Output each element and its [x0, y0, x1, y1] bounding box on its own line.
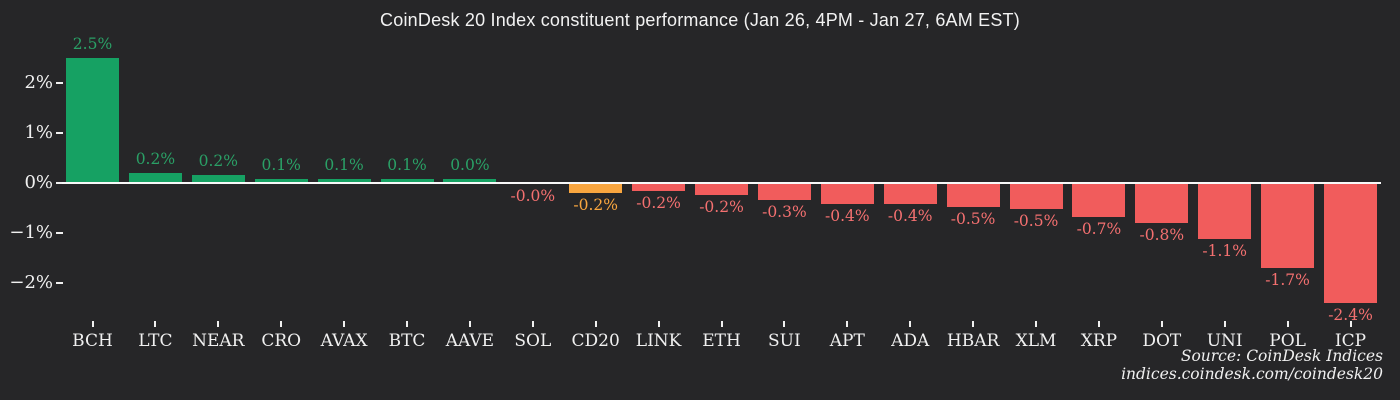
- x-axis-label-ETH: ETH: [702, 331, 741, 351]
- bar-DOT: [1135, 183, 1189, 223]
- x-axis-tick-XRP: [1097, 321, 1100, 327]
- bar-AAVE: [443, 179, 497, 183]
- x-axis-tick-LINK: [657, 321, 660, 327]
- x-axis-label-CD20: CD20: [571, 331, 620, 351]
- source-url: indices.coindesk.com/coindesk20: [1121, 364, 1383, 383]
- bar-value-CRO: 0.1%: [261, 155, 301, 174]
- x-axis-tick-SUI: [783, 321, 786, 327]
- y-axis-label-−1%: −1%: [9, 222, 53, 243]
- bar-value-DOT: -0.8%: [1139, 225, 1185, 244]
- x-axis-label-ADA: ADA: [891, 331, 930, 351]
- x-axis-label-APT: APT: [829, 331, 865, 351]
- bar-value-APT: -0.4%: [824, 207, 870, 225]
- x-axis-label-SUI: SUI: [768, 331, 801, 351]
- x-axis-label-SOL: SOL: [514, 331, 552, 351]
- x-axis-tick-ADA: [909, 321, 912, 327]
- y-axis-tick: [56, 182, 63, 184]
- y-axis-label-0%: 0%: [24, 172, 53, 193]
- x-axis-tick-DOT: [1160, 321, 1163, 327]
- bar-value-LTC: 0.2%: [135, 150, 176, 168]
- x-axis-label-UNI: UNI: [1206, 331, 1243, 351]
- x-axis-label-LINK: LINK: [635, 331, 682, 351]
- y-axis-tick: [56, 282, 63, 284]
- y-axis-tick: [56, 82, 63, 84]
- x-axis-label-POL: POL: [1269, 331, 1306, 351]
- x-axis-label-XRP: XRP: [1080, 331, 1118, 351]
- x-axis-tick-ICP: [1349, 321, 1352, 327]
- x-axis-tick-LTC: [154, 321, 157, 327]
- bar-LINK: [632, 183, 686, 191]
- chart-title: CoinDesk 20 Index constituent performanc…: [380, 10, 1020, 30]
- x-axis-tick-APT: [846, 321, 849, 327]
- bar-value-XLM: -0.5%: [1013, 212, 1059, 230]
- x-axis-label-ICP: ICP: [1334, 331, 1367, 351]
- x-axis-label-AVAX: AVAX: [320, 331, 368, 351]
- zero-line: [62, 182, 1381, 184]
- y-axis-tick: [56, 232, 63, 234]
- bar-value-LINK: -0.2%: [636, 194, 681, 212]
- bar-BCH: [66, 58, 119, 183]
- x-axis-label-HBAR: HBAR: [946, 331, 1000, 351]
- x-axis-tick-POL: [1286, 321, 1289, 327]
- bar-value-NEAR: 0.2%: [198, 152, 238, 170]
- y-axis-label-2%: 2%: [24, 72, 53, 93]
- x-axis-tick-AAVE: [468, 321, 471, 327]
- x-axis-label-LTC: LTC: [138, 331, 173, 351]
- y-axis-tick: [56, 132, 63, 134]
- bar-value-HBAR: -0.5%: [950, 210, 996, 228]
- bar-value-SOL: -0.0%: [510, 187, 556, 205]
- y-axis-label-−2%: −2%: [9, 272, 53, 293]
- x-axis-tick-NEAR: [217, 321, 220, 327]
- x-axis-label-XLM: XLM: [1015, 331, 1057, 351]
- x-axis-tick-XLM: [1035, 321, 1037, 327]
- x-axis-tick-BCH: [91, 321, 94, 327]
- source-attribution: Source: CoinDesk Indices indices.coindes…: [1121, 347, 1383, 383]
- x-axis-tick-ETH: [720, 321, 723, 327]
- bar-value-XRP: -0.7%: [1076, 220, 1122, 238]
- bar-SUI: [757, 183, 811, 200]
- bar-POL: [1261, 183, 1315, 268]
- x-axis-label-DOT: DOT: [1142, 331, 1182, 351]
- bar-AVAX: [317, 179, 371, 183]
- bar-LTC: [128, 173, 182, 183]
- x-axis-tick-SOL: [531, 321, 534, 327]
- bar-value-ICP: -2.4%: [1328, 306, 1373, 324]
- x-axis-label-CRO: CRO: [261, 331, 302, 351]
- y-axis-label-1%: 1%: [24, 122, 53, 143]
- bar-value-CD20: -0.2%: [573, 196, 618, 214]
- bar-value-ETH: -0.2%: [699, 198, 744, 216]
- bar-CD20: [569, 183, 623, 193]
- x-axis-label-NEAR: NEAR: [192, 331, 245, 351]
- bar-APT: [820, 183, 874, 204]
- x-axis-tick-BTC: [406, 321, 408, 327]
- bar-BTC: [380, 179, 434, 183]
- bar-value-SUI: -0.3%: [762, 202, 807, 221]
- bar-NEAR: [191, 175, 245, 183]
- bar-value-BCH: 2.5%: [72, 35, 113, 53]
- x-axis-tick-CD20: [594, 321, 597, 327]
- bar-CRO: [254, 178, 308, 183]
- bar-ETH: [695, 183, 748, 195]
- bar-ICP: [1324, 183, 1377, 303]
- x-axis-label-AAVE: AAVE: [445, 331, 495, 351]
- x-axis-tick-HBAR: [972, 321, 975, 327]
- bar-HBAR: [946, 183, 1000, 207]
- bar-value-BTC: 0.1%: [387, 156, 427, 174]
- bar-value-AVAX: 0.1%: [324, 156, 364, 174]
- bar-value-AAVE: 0.0%: [450, 156, 490, 174]
- bar-value-UNI: -1.1%: [1202, 242, 1247, 260]
- x-axis-tick-AVAX: [343, 321, 346, 327]
- bar-ADA: [883, 183, 937, 204]
- bar-UNI: [1198, 183, 1252, 239]
- bar-XRP: [1072, 183, 1126, 217]
- x-axis-label-BCH: BCH: [72, 331, 113, 351]
- bar-XLM: [1009, 183, 1063, 209]
- bar-value-ADA: -0.4%: [887, 206, 933, 225]
- x-axis-tick-UNI: [1223, 321, 1226, 327]
- bar-value-POL: -1.7%: [1265, 271, 1310, 289]
- x-axis-tick-CRO: [280, 321, 283, 327]
- x-axis-label-BTC: BTC: [388, 331, 426, 351]
- source-line: Source: CoinDesk Indices: [1180, 347, 1383, 365]
